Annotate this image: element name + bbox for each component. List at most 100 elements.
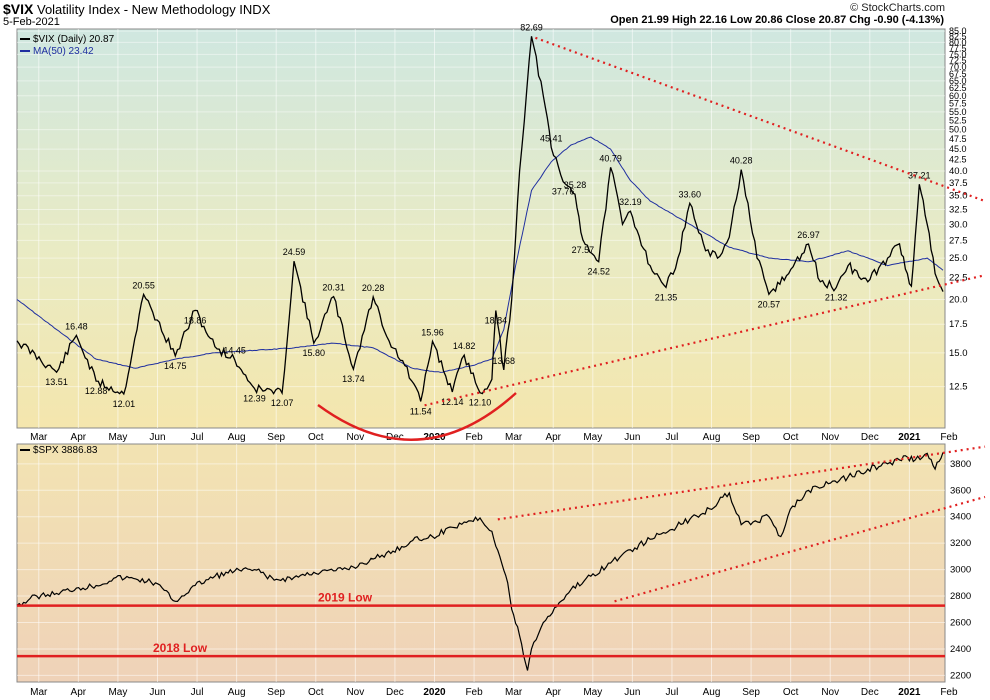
vix-month-label: May	[583, 432, 602, 443]
vix-data-label: 12.10	[469, 398, 492, 408]
spx-month-label: Sep	[267, 687, 285, 698]
vix-tick-label: 42.5	[949, 155, 967, 165]
vix-data-label: 37.21	[908, 170, 931, 180]
vix-data-label: 82.69	[520, 22, 543, 32]
spx-month-label: May	[583, 687, 602, 698]
vix-month-label: Sep	[742, 432, 760, 443]
spx-upper-channel	[497, 445, 986, 521]
vix-tick-label: 15.0	[949, 348, 968, 359]
vix-legend-label: $VIX (Daily) 20.87	[33, 34, 115, 45]
vix-month-label: Feb	[940, 432, 958, 443]
vix-tick-label: 75.0	[949, 49, 967, 59]
spx-lower-channel	[614, 495, 986, 603]
spx-tick-label: 3800	[950, 459, 971, 470]
spx-month-label: Oct	[308, 687, 324, 698]
vix-data-label: 45.41	[540, 133, 563, 143]
vix-data-label: 14.75	[164, 361, 187, 371]
spx-month-label: Jul	[666, 687, 679, 698]
spx-month-label: Jun	[624, 687, 640, 698]
vix-tick-label: 20.0	[949, 294, 968, 305]
vix-data-label: 11.54	[410, 406, 432, 416]
vix-data-label: 24.59	[283, 247, 306, 257]
vix-tick-label: 52.5	[949, 116, 967, 126]
spx-tick-label: 3400	[950, 512, 971, 523]
spx-month-label: Dec	[861, 687, 879, 698]
ohlc-readout: Open 21.99 High 22.16 Low 20.86 Close 20…	[610, 14, 944, 26]
vix-downtrend-line	[535, 36, 986, 203]
spx-month-label: Mar	[505, 687, 523, 698]
brand-label: © StockCharts.com	[850, 2, 945, 14]
vix-data-label: 18.84	[485, 316, 508, 326]
vix-tick-label: 80.0	[949, 37, 967, 47]
vix-data-label: 13.68	[492, 356, 515, 366]
vix-tick-label: 17.5	[949, 319, 968, 330]
vix-tick-label: 32.5	[949, 204, 968, 215]
vix-tick-label: 35.0	[949, 191, 968, 202]
ma50-line	[16, 136, 944, 373]
spx-month-label: Apr	[545, 687, 561, 698]
vix-tick-label: 40.0	[949, 166, 968, 177]
spx-tick-label: 2400	[950, 644, 971, 655]
vix-data-label: 20.28	[362, 283, 385, 293]
vix-tick-label: 47.5	[949, 134, 967, 144]
vix-data-label: 35.28	[564, 180, 587, 190]
vix-month-label: Oct	[308, 432, 324, 443]
vix-line	[16, 36, 944, 402]
vix-tick-label: 60.0	[949, 91, 967, 101]
spx-legend-label: $SPX 3886.83	[33, 445, 98, 456]
spx-line	[16, 452, 944, 671]
vix-tick-label: 57.5	[949, 99, 967, 109]
vix-data-label: 27.57	[572, 245, 595, 255]
vix-data-label: 20.31	[322, 283, 345, 293]
vix-panel	[16, 28, 946, 429]
spx-month-label: May	[108, 687, 127, 698]
vix-tick-label: 72.5	[949, 56, 967, 66]
spx-month-label: Jun	[149, 687, 165, 698]
vix-month-label: Jun	[624, 432, 640, 443]
vix-tick-label: 22.5	[949, 273, 968, 284]
spx-month-label: 2021	[898, 687, 921, 698]
vix-tick-label: 65.0	[949, 76, 967, 86]
spx-month-label: Apr	[71, 687, 87, 698]
vix-data-label: 12.01	[113, 399, 136, 409]
spx-tick-label: 2600	[950, 618, 971, 629]
vix-tick-label: 77.5	[949, 43, 967, 53]
vix-month-label: Aug	[228, 432, 246, 443]
vix-tick-label: 30.0	[949, 219, 968, 230]
vix-tick-label: 70.0	[949, 62, 967, 72]
vix-month-label: 2021	[898, 432, 921, 443]
vix-tick-label: 25.0	[949, 253, 968, 264]
vix-month-label: May	[108, 432, 127, 443]
vix-tick-label: 85.0	[949, 26, 967, 36]
chart-date: 5-Feb-2021	[3, 16, 60, 28]
spx-month-label: Dec	[386, 687, 404, 698]
vix-data-label: 32.19	[619, 197, 642, 207]
spx-tick-label: 3600	[950, 485, 971, 496]
spx-month-label: Feb	[940, 687, 958, 698]
vix-data-label: 21.35	[655, 292, 678, 302]
vix-data-label: 33.60	[678, 189, 701, 199]
spx-month-label: Feb	[465, 687, 483, 698]
chart-title: $VIX Volatility Index - New Methodology …	[3, 1, 271, 17]
vix-tick-label: 62.5	[949, 83, 967, 93]
vix-data-label: 12.14	[441, 397, 464, 407]
vix-month-label: Jul	[191, 432, 204, 443]
vix-month-label: Jun	[149, 432, 165, 443]
vix-month-label: Apr	[545, 432, 561, 443]
vix-tick-label: 82.5	[949, 32, 967, 42]
vix-data-label: 37.76	[552, 187, 575, 197]
vix-month-label: Apr	[71, 432, 87, 443]
vix-data-label: 12.39	[243, 393, 266, 403]
spx-tick-label: 2800	[950, 591, 971, 602]
vix-data-label: 12.07	[271, 398, 294, 408]
vix-tick-label: 37.5	[949, 178, 968, 189]
vix-month-label: Feb	[465, 432, 483, 443]
spx-month-label: Jul	[191, 687, 204, 698]
spx-tick-label: 3000	[950, 565, 971, 576]
vix-tick-label: 50.0	[949, 125, 967, 135]
vix-tick-label: 55.0	[949, 107, 967, 117]
vix-month-label: Oct	[783, 432, 799, 443]
vix-data-label: 14.45	[223, 346, 246, 356]
vix-month-label: Dec	[861, 432, 879, 443]
